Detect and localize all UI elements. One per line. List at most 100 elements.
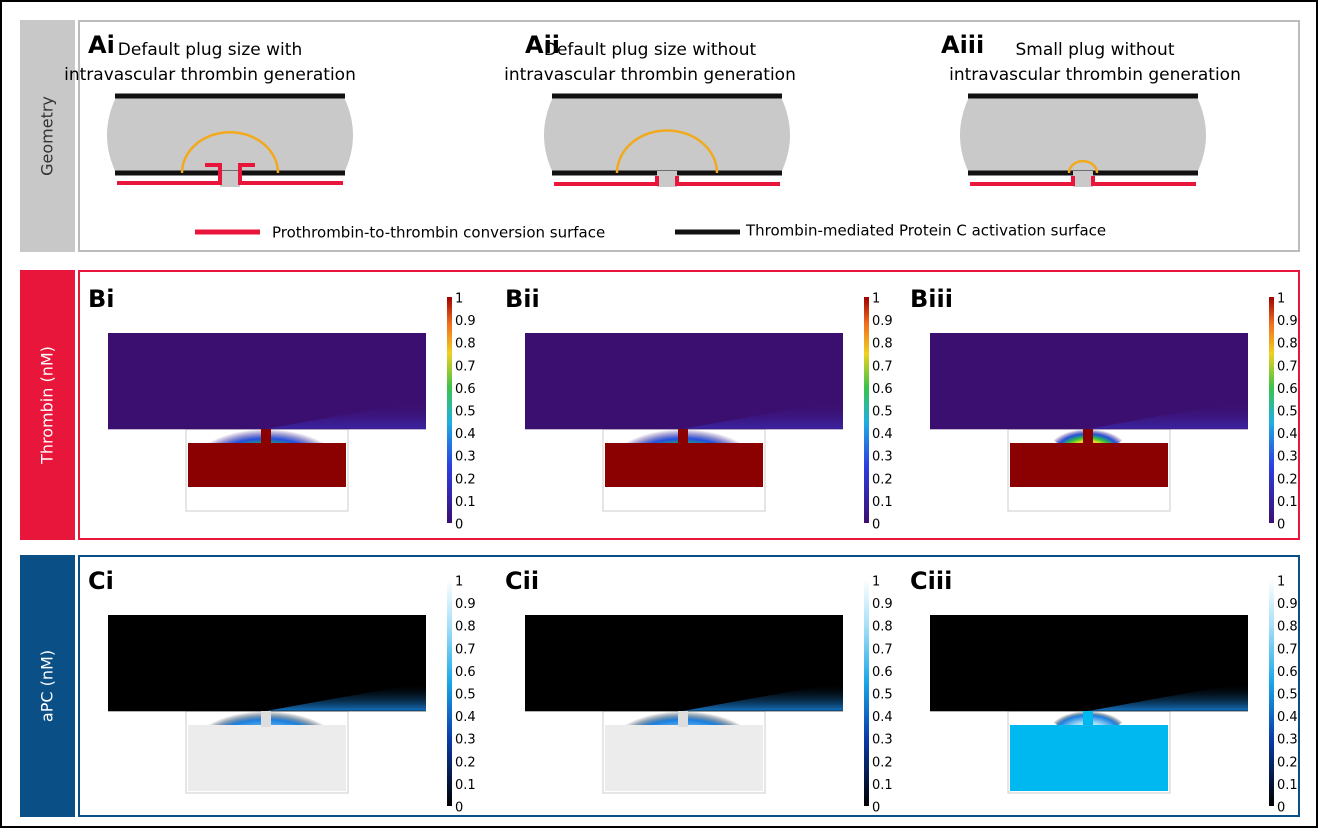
chamber <box>605 443 763 487</box>
colorbar-tick-label: 0.2 <box>1277 472 1298 487</box>
stem <box>678 429 688 445</box>
colorbar-tick-label: 0.4 <box>1277 710 1298 725</box>
colorbar-tick-label: 0.2 <box>872 472 893 487</box>
colorbar-tick-label: 0.6 <box>872 665 893 680</box>
colorbar-tick-label: 1 <box>1277 292 1285 307</box>
panel-title: intravascular thrombin generation <box>949 65 1241 85</box>
colorbar-tick-label: 0.6 <box>455 382 476 397</box>
colorbar-tick-label: 0.7 <box>872 359 893 374</box>
colorbar <box>864 297 869 523</box>
stem <box>678 711 688 727</box>
vessel <box>544 95 790 175</box>
colorbar-tick-label: 0.5 <box>455 405 476 420</box>
colorbar-tick-label: 0.4 <box>872 710 893 725</box>
vessel <box>107 95 353 175</box>
colorbar-tick-label: 0.4 <box>455 710 476 725</box>
colorbar-tick-label: 0.2 <box>1277 755 1298 770</box>
colorbar-tick-label: 0.4 <box>455 427 476 442</box>
colorbar-tick-label: 0.9 <box>872 597 893 612</box>
colorbar <box>1269 580 1274 806</box>
colorbar-tick-label: 0.1 <box>1277 778 1298 793</box>
colorbar-tick-label: 0.3 <box>455 450 476 465</box>
panel-label: Ciii <box>910 567 952 595</box>
colorbar-tick-label: 0.7 <box>1277 359 1298 374</box>
gap <box>657 171 677 187</box>
colorbar-tick-label: 0.9 <box>872 314 893 329</box>
colorbar-tick-label: 0.3 <box>1277 450 1298 465</box>
colorbar-tick-label: 0.6 <box>1277 665 1298 680</box>
chamber <box>188 443 346 487</box>
chamber <box>188 725 346 791</box>
colorbar-tick-label: 0.1 <box>872 495 893 510</box>
colorbar-tick-label: 0.7 <box>1277 642 1298 657</box>
panel-label: Aiii <box>941 31 984 59</box>
colorbar-tick-label: 0.2 <box>872 755 893 770</box>
colorbar-tick-label: 0.7 <box>455 642 476 657</box>
colorbar-tick-label: 0.8 <box>1277 337 1298 352</box>
colorbar-tick-label: 0.5 <box>872 688 893 703</box>
colorbar-tick-label: 1 <box>1277 575 1285 590</box>
panel-title: Small plug without <box>1015 40 1174 60</box>
chamber <box>605 725 763 791</box>
gap <box>220 171 240 187</box>
colorbar-tick-label: 0.1 <box>872 778 893 793</box>
panel-label: Cii <box>505 567 539 595</box>
colorbar <box>447 580 452 806</box>
colorbar <box>447 297 452 523</box>
vessel <box>960 95 1206 175</box>
colorbar-tick-label: 0.8 <box>872 620 893 635</box>
colorbar <box>1269 297 1274 523</box>
colorbar-tick-label: 1 <box>872 575 880 590</box>
legend-label: Prothrombin-to-thrombin conversion surfa… <box>272 224 605 242</box>
panel-label: Bi <box>88 285 115 313</box>
chamber <box>1010 725 1168 791</box>
colorbar-tick-label: 0.3 <box>1277 733 1298 748</box>
colorbar-tick-label: 0.8 <box>455 620 476 635</box>
colorbar-tick-label: 0 <box>455 518 463 533</box>
panel-title: intravascular thrombin generation <box>64 65 356 85</box>
stem <box>1083 429 1093 445</box>
colorbar-tick-label: 0 <box>1277 518 1285 533</box>
surface <box>1093 176 1196 184</box>
chamber <box>1010 443 1168 487</box>
colorbar-tick-label: 0.7 <box>455 359 476 374</box>
panel-title: Default plug size without <box>544 40 757 60</box>
figure: Geometry Thrombin (nM) aPC (nM) Prothrom… <box>0 0 1318 828</box>
panel-title: intravascular thrombin generation <box>504 65 796 85</box>
colorbar-tick-label: 1 <box>455 292 463 307</box>
colorbar-tick-label: 0.5 <box>455 688 476 703</box>
colorbar-tick-label: 0.9 <box>455 314 476 329</box>
colorbar-tick-label: 0.2 <box>455 472 476 487</box>
colorbar-tick-label: 0.5 <box>1277 405 1298 420</box>
colorbar <box>864 580 869 806</box>
colorbar-tick-label: 0.6 <box>872 382 893 397</box>
surface <box>677 176 780 184</box>
colorbar-tick-label: 0.3 <box>872 733 893 748</box>
colorbar-tick-label: 0.8 <box>872 337 893 352</box>
colorbar-tick-label: 1 <box>872 292 880 307</box>
colorbar-tick-label: 0.9 <box>1277 314 1298 329</box>
colorbar-tick-label: 0.4 <box>872 427 893 442</box>
stem <box>261 429 271 445</box>
colorbar-tick-label: 0.8 <box>1277 620 1298 635</box>
panel-label: Ai <box>88 31 115 59</box>
colorbar-tick-label: 0 <box>872 518 880 533</box>
colorbar-tick-label: 1 <box>455 575 463 590</box>
colorbar-tick-label: 0.1 <box>455 778 476 793</box>
colorbar-tick-label: 0.9 <box>455 597 476 612</box>
panel-title: Default plug size with <box>118 40 302 60</box>
stem <box>261 711 271 727</box>
colorbar-tick-label: 0.6 <box>455 665 476 680</box>
panel-label: Ci <box>88 567 114 595</box>
colorbar-tick-label: 0 <box>455 801 463 816</box>
stem <box>1083 711 1093 727</box>
panel-label: Biii <box>910 285 953 313</box>
colorbar-tick-label: 0.4 <box>1277 427 1298 442</box>
row-label: Geometry <box>38 96 57 176</box>
colorbar-tick-label: 0.1 <box>455 495 476 510</box>
colorbar-tick-label: 0.5 <box>872 405 893 420</box>
colorbar-tick-label: 0.2 <box>455 755 476 770</box>
colorbar-tick-label: 0.3 <box>455 733 476 748</box>
colorbar-tick-label: 0 <box>1277 801 1285 816</box>
surface <box>554 176 657 184</box>
